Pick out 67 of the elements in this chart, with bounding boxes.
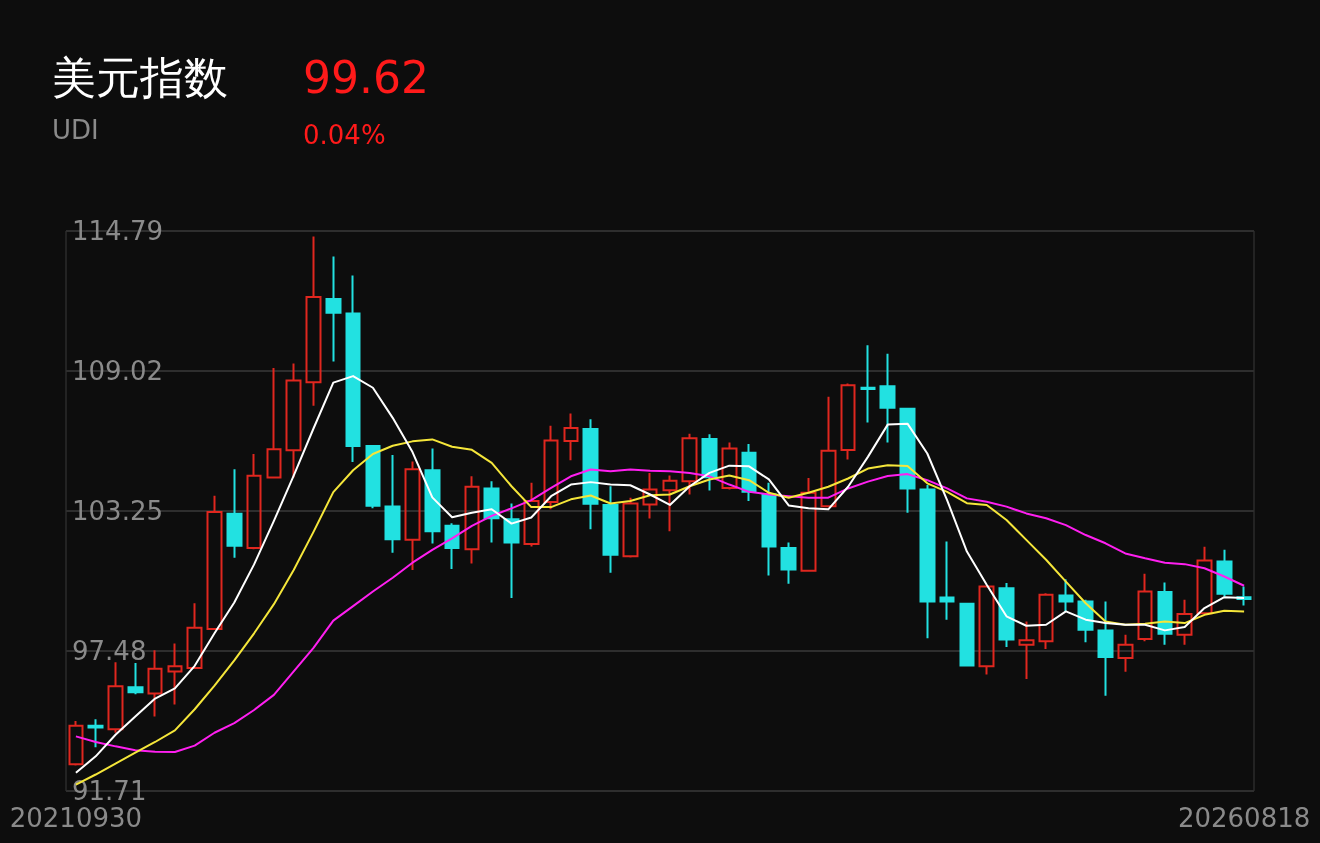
chart-title: 美元指数 (52, 51, 228, 103)
candlestick (1196, 545, 1213, 616)
candlestick (543, 424, 559, 511)
y-tick-label: 97.48 (72, 636, 147, 666)
candlestick (662, 474, 678, 533)
candlestick (404, 460, 421, 571)
y-tick-label: 109.02 (72, 356, 163, 386)
candlestick (761, 481, 777, 577)
candlestick (919, 484, 936, 640)
candlestick (840, 382, 856, 461)
candlestick (780, 541, 797, 585)
candlestick (1216, 548, 1233, 598)
candlestick (701, 433, 718, 492)
candlestick (186, 602, 203, 669)
candlestick (226, 468, 243, 559)
candlestick (87, 718, 104, 749)
y-tick-label: 103.25 (72, 496, 163, 526)
candlestick (1137, 572, 1153, 643)
candlestick (959, 602, 975, 667)
candlestick (206, 494, 223, 630)
candlestick (503, 502, 520, 600)
candlestick (246, 452, 262, 551)
chart-subtitle: UDI (52, 115, 99, 145)
candlestick (345, 274, 361, 463)
candlestick (582, 418, 599, 531)
candlestick (464, 475, 480, 565)
candlestick (305, 235, 322, 407)
candlestick (107, 661, 124, 734)
y-tick-label: 91.71 (72, 776, 147, 806)
candlestick (602, 485, 619, 574)
candlestick (820, 395, 837, 509)
candlestick (642, 471, 658, 520)
candlestick (721, 441, 738, 491)
candlestick (939, 540, 955, 621)
candlestick (800, 477, 817, 572)
candlestick (563, 412, 579, 462)
candlestick (1058, 578, 1074, 613)
candlestick (266, 367, 282, 479)
candlestick (1018, 620, 1035, 680)
text: 0.04% (303, 120, 386, 150)
candlestick (1117, 633, 1134, 673)
candlestick (365, 444, 381, 510)
candlestick (1157, 581, 1173, 646)
candlestick (1038, 592, 1054, 651)
candlestick (147, 649, 163, 718)
candlestick (879, 352, 896, 444)
candlestick (424, 447, 441, 545)
candlestick (681, 432, 698, 496)
candlestick (523, 481, 540, 548)
candlestick (899, 407, 916, 514)
line-series (74, 468, 1246, 753)
candlestick (860, 344, 876, 424)
y-tick-label: 114.79 (72, 216, 163, 246)
candlestick (325, 255, 342, 363)
candlestick (622, 496, 639, 559)
candlestick (1176, 598, 1193, 646)
candlestick (68, 719, 84, 767)
candlestick (167, 642, 183, 706)
candlestick (285, 362, 302, 479)
candlestick (127, 661, 144, 696)
x-tick-label: 20210930 (9, 803, 143, 833)
candlestick (998, 582, 1015, 649)
candlestick (978, 584, 995, 676)
x-tick-label: 20260818 (1177, 803, 1311, 833)
candlestick (384, 453, 401, 554)
candlestick (1097, 600, 1114, 697)
text: 99.62 (303, 51, 429, 103)
